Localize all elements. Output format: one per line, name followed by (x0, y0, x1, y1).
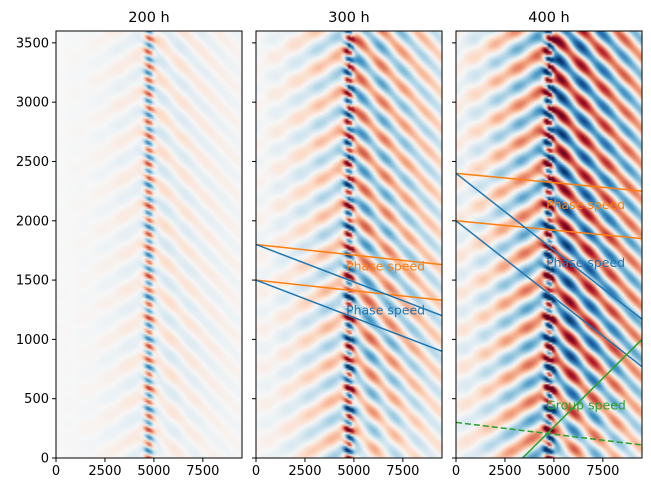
annotation-2-2: Phase speed (346, 302, 425, 317)
line-group-2 (256, 243, 442, 352)
heatmap-image-1 (56, 31, 242, 458)
axes-frame-2 (255, 30, 443, 459)
x-tick-label-1-2: 2500 (88, 464, 121, 479)
y-tick-label-1-3: 1000 (16, 333, 49, 348)
panel-title-1: 200 h (128, 10, 169, 26)
x-tick-label-3-3: 5000 (537, 464, 570, 479)
fit-line-2-4 (256, 279, 442, 352)
y-tick-label-1-2: 500 (24, 392, 49, 407)
y-tick-label-1-8: 3500 (16, 36, 49, 51)
y-tick-label-1-4: 1500 (16, 274, 49, 289)
annotation-2-1: Phase speed (346, 259, 425, 274)
fit-line-2-3 (256, 243, 442, 317)
x-tick-label-1-1: 0 (52, 464, 60, 479)
x-tick-label-3-2: 2500 (488, 464, 521, 479)
x-tick-label-3-4: 7500 (586, 464, 619, 479)
y-tick-label-1-6: 2500 (16, 155, 49, 170)
x-tick-label-2-2: 2500 (288, 464, 321, 479)
x-tick-label-1-3: 5000 (137, 464, 170, 479)
fit-line-2-2 (256, 279, 442, 301)
y-tick-label-1-5: 2000 (16, 214, 49, 229)
fit-line-3-1 (456, 172, 642, 192)
panel-title-3: 400 h (528, 10, 569, 26)
x-tick-label-2-1: 0 (252, 464, 260, 479)
fit-line-3-6 (456, 421, 642, 446)
x-tick-label-1-4: 7500 (186, 464, 219, 479)
heatmap-image-3 (456, 31, 642, 458)
y-tick-label-1-7: 3000 (16, 96, 49, 111)
annotation-3-1: Phase speed (546, 197, 625, 212)
chart-panels: 200 h 0 2500 5000 7500 0 500 1000 1500 2000 2500 30… (16, 10, 643, 479)
annotation-3-2: Phase speed (546, 255, 625, 270)
fit-line-3-3 (456, 172, 642, 320)
x-tick-label-2-3: 5000 (337, 464, 370, 479)
fit-line-3-5 (522, 338, 642, 458)
axes-frame-3 (455, 30, 643, 459)
axes-frame-1 (55, 30, 243, 459)
annotation-3-3: Group speed (546, 397, 626, 412)
fit-line-3-2 (456, 220, 642, 240)
x-tick-label-3-1: 0 (452, 464, 460, 479)
x-tick-label-2-4: 7500 (386, 464, 419, 479)
panel-title-2: 300 h (328, 10, 369, 26)
fit-line-2-1 (256, 243, 442, 266)
heatmap-image-2 (256, 31, 442, 458)
line-group-3 (456, 172, 642, 458)
fit-line-3-4 (456, 220, 642, 368)
y-tick-label-1-1: 0 (41, 452, 49, 467)
